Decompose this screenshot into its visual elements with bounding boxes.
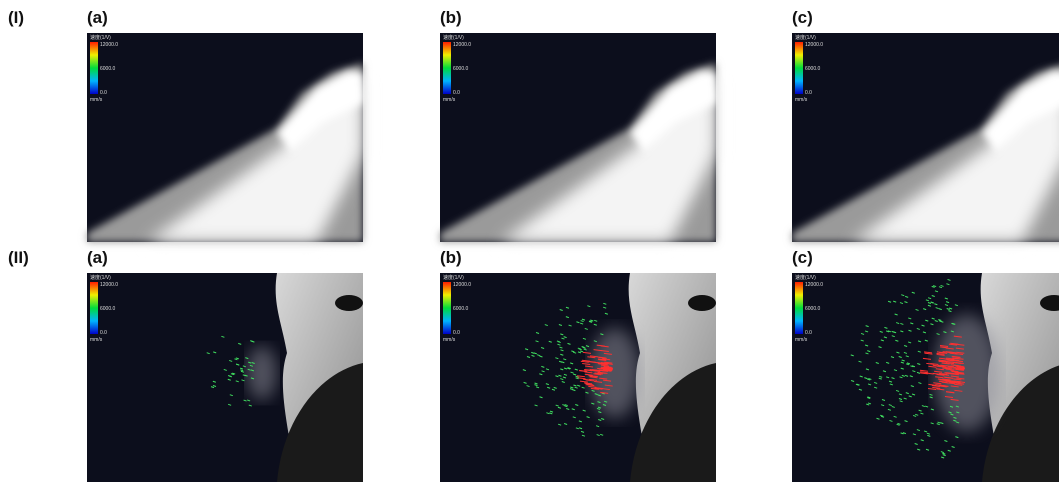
colorbar-min: 0.0 bbox=[805, 330, 812, 336]
colorbar bbox=[90, 42, 98, 94]
colorbar-unit: mm/s bbox=[795, 337, 808, 343]
colorbar-unit: mm/s bbox=[90, 337, 103, 343]
smoke bbox=[247, 346, 277, 400]
colorbar-max: 12000.0 bbox=[100, 282, 118, 288]
eye bbox=[335, 295, 363, 311]
colorbar-title: 速度(1/V) bbox=[795, 274, 816, 281]
colorbar-mid: 6000.0 bbox=[805, 66, 821, 72]
colorbar-title: 速度(1/V) bbox=[443, 274, 464, 281]
panel-image: 速度(1/V)12000.0 6000.0 0.0mm/s bbox=[87, 33, 363, 242]
panel-image: 速度(1/V)12000.0 6000.0 0.0mm/s bbox=[87, 273, 363, 482]
colorbar-mid: 6000.0 bbox=[453, 306, 469, 312]
colorbar-max: 12000.0 bbox=[453, 42, 471, 48]
colorbar-min: 0.0 bbox=[453, 90, 460, 96]
colorbar-max: 12000.0 bbox=[453, 282, 471, 288]
colorbar-mid: 6000.0 bbox=[453, 66, 469, 72]
panel-label: (b) bbox=[440, 248, 462, 267]
eye bbox=[688, 295, 716, 311]
colorbar bbox=[90, 282, 98, 334]
panel-label: (b) bbox=[440, 8, 462, 27]
colorbar-max: 12000.0 bbox=[805, 282, 823, 288]
colorbar-max: 12000.0 bbox=[805, 42, 823, 48]
colorbar-unit: mm/s bbox=[443, 337, 456, 343]
colorbar-unit: mm/s bbox=[443, 97, 456, 103]
colorbar-title: 速度(1/V) bbox=[90, 34, 111, 41]
panel-label: (c) bbox=[792, 8, 813, 27]
panel-image: 速度(1/V)12000.0 6000.0 0.0mm/s bbox=[792, 33, 1059, 242]
colorbar-min: 0.0 bbox=[805, 90, 812, 96]
colorbar bbox=[795, 42, 803, 94]
colorbar-mid: 6000.0 bbox=[100, 66, 116, 72]
colorbar bbox=[443, 282, 451, 334]
colorbar-min: 0.0 bbox=[453, 330, 460, 336]
colorbar-unit: mm/s bbox=[795, 97, 808, 103]
colorbar-max: 12000.0 bbox=[100, 42, 118, 48]
colorbar-unit: mm/s bbox=[90, 97, 103, 103]
colorbar-min: 0.0 bbox=[100, 330, 107, 336]
colorbar-mid: 6000.0 bbox=[100, 306, 116, 312]
panel-label: (c) bbox=[792, 248, 813, 267]
colorbar-title: 速度(1/V) bbox=[795, 34, 816, 41]
panel-label: (a) bbox=[87, 248, 108, 267]
colorbar-mid: 6000.0 bbox=[805, 306, 821, 312]
colorbar-min: 0.0 bbox=[100, 90, 107, 96]
colorbar bbox=[443, 42, 451, 94]
colorbar bbox=[795, 282, 803, 334]
panel-image: 速度(1/V)12000.0 6000.0 0.0mm/s bbox=[440, 273, 716, 482]
colorbar-title: 速度(1/V) bbox=[90, 274, 111, 281]
figure: (I)(a)速度(1/V)12000.06000.00.0mm/s(b)速度(1… bbox=[0, 0, 1059, 483]
panel-label: (a) bbox=[87, 8, 108, 27]
row-label: (I) bbox=[8, 8, 24, 27]
panel-image: 速度(1/V)12000.0 6000.0 0.0mm/s bbox=[440, 33, 716, 242]
row-label: (II) bbox=[8, 248, 29, 267]
panel-image: 速度(1/V)12000.0 6000.0 0.0mm/s bbox=[792, 273, 1059, 482]
colorbar-title: 速度(1/V) bbox=[443, 34, 464, 41]
